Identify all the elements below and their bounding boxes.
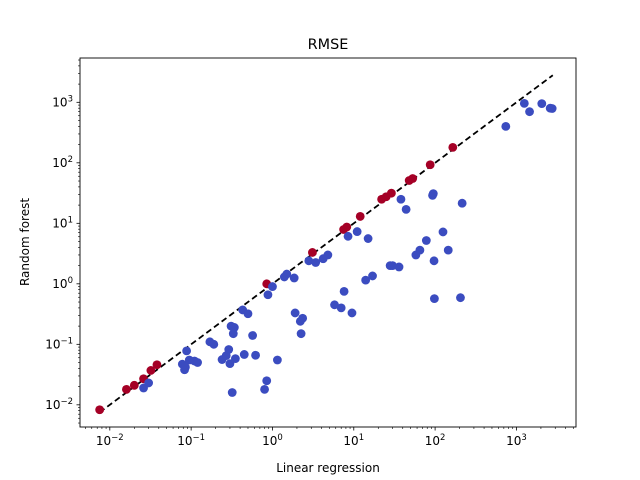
data-point — [501, 121, 511, 131]
data-point — [272, 355, 282, 365]
data-point — [243, 309, 253, 319]
data-point — [296, 329, 306, 339]
data-point — [394, 262, 404, 272]
data-point — [438, 227, 448, 237]
data-point — [182, 346, 192, 356]
data-point — [352, 227, 362, 236]
data-point — [304, 256, 314, 266]
data-point — [343, 231, 353, 241]
data-point — [363, 234, 373, 243]
data-point — [239, 350, 249, 359]
data-point — [396, 194, 406, 204]
data-point — [144, 378, 154, 388]
series-1 — [139, 98, 557, 397]
data-point — [368, 271, 377, 281]
data-point — [443, 245, 453, 255]
data-point — [428, 189, 438, 198]
data-point — [408, 174, 418, 183]
data-point — [268, 282, 277, 291]
data-point — [290, 308, 300, 318]
data-point — [342, 222, 352, 232]
data-point — [251, 350, 260, 360]
data-point — [347, 308, 357, 318]
data-point — [224, 345, 234, 354]
plot-area — [95, 74, 557, 415]
data-point — [421, 236, 431, 245]
data-point — [95, 405, 105, 415]
data-point — [429, 256, 439, 266]
data-point — [311, 258, 321, 267]
data-point — [339, 286, 349, 296]
data-point — [448, 142, 458, 152]
axes-frame — [79, 57, 577, 428]
data-point — [248, 331, 258, 340]
data-point — [227, 388, 237, 397]
data-point — [260, 384, 269, 394]
data-point — [525, 107, 534, 117]
data-point — [282, 269, 292, 279]
data-point — [209, 339, 219, 349]
data-point — [262, 376, 272, 386]
data-point — [519, 98, 529, 108]
data-point — [193, 358, 202, 367]
data-point — [415, 245, 425, 255]
data-point — [263, 290, 273, 300]
identity-reference-line — [99, 74, 554, 414]
data-point — [355, 212, 365, 221]
data-point — [146, 366, 156, 375]
x-axis-label: Linear regression — [276, 461, 380, 475]
data-point — [230, 354, 240, 364]
data-point — [330, 300, 339, 310]
data-point — [289, 273, 299, 283]
data-point — [425, 160, 435, 170]
data-point — [298, 313, 308, 323]
data-point — [401, 204, 411, 214]
data-point — [386, 188, 396, 198]
data-point — [152, 360, 162, 370]
data-point — [129, 380, 139, 390]
data-point — [122, 384, 131, 394]
chart-title: RMSE — [308, 37, 349, 53]
data-point — [180, 362, 190, 372]
data-point — [429, 294, 439, 303]
y-axis-label: Random forest — [18, 198, 32, 286]
data-point — [229, 323, 239, 332]
data-point — [537, 99, 547, 109]
data-point — [457, 198, 467, 208]
data-point — [361, 275, 371, 285]
data-point — [547, 104, 557, 113]
data-point — [323, 250, 333, 260]
data-point — [456, 293, 465, 303]
data-point — [336, 303, 346, 313]
data-point — [308, 248, 317, 257]
series-0 — [95, 142, 458, 415]
